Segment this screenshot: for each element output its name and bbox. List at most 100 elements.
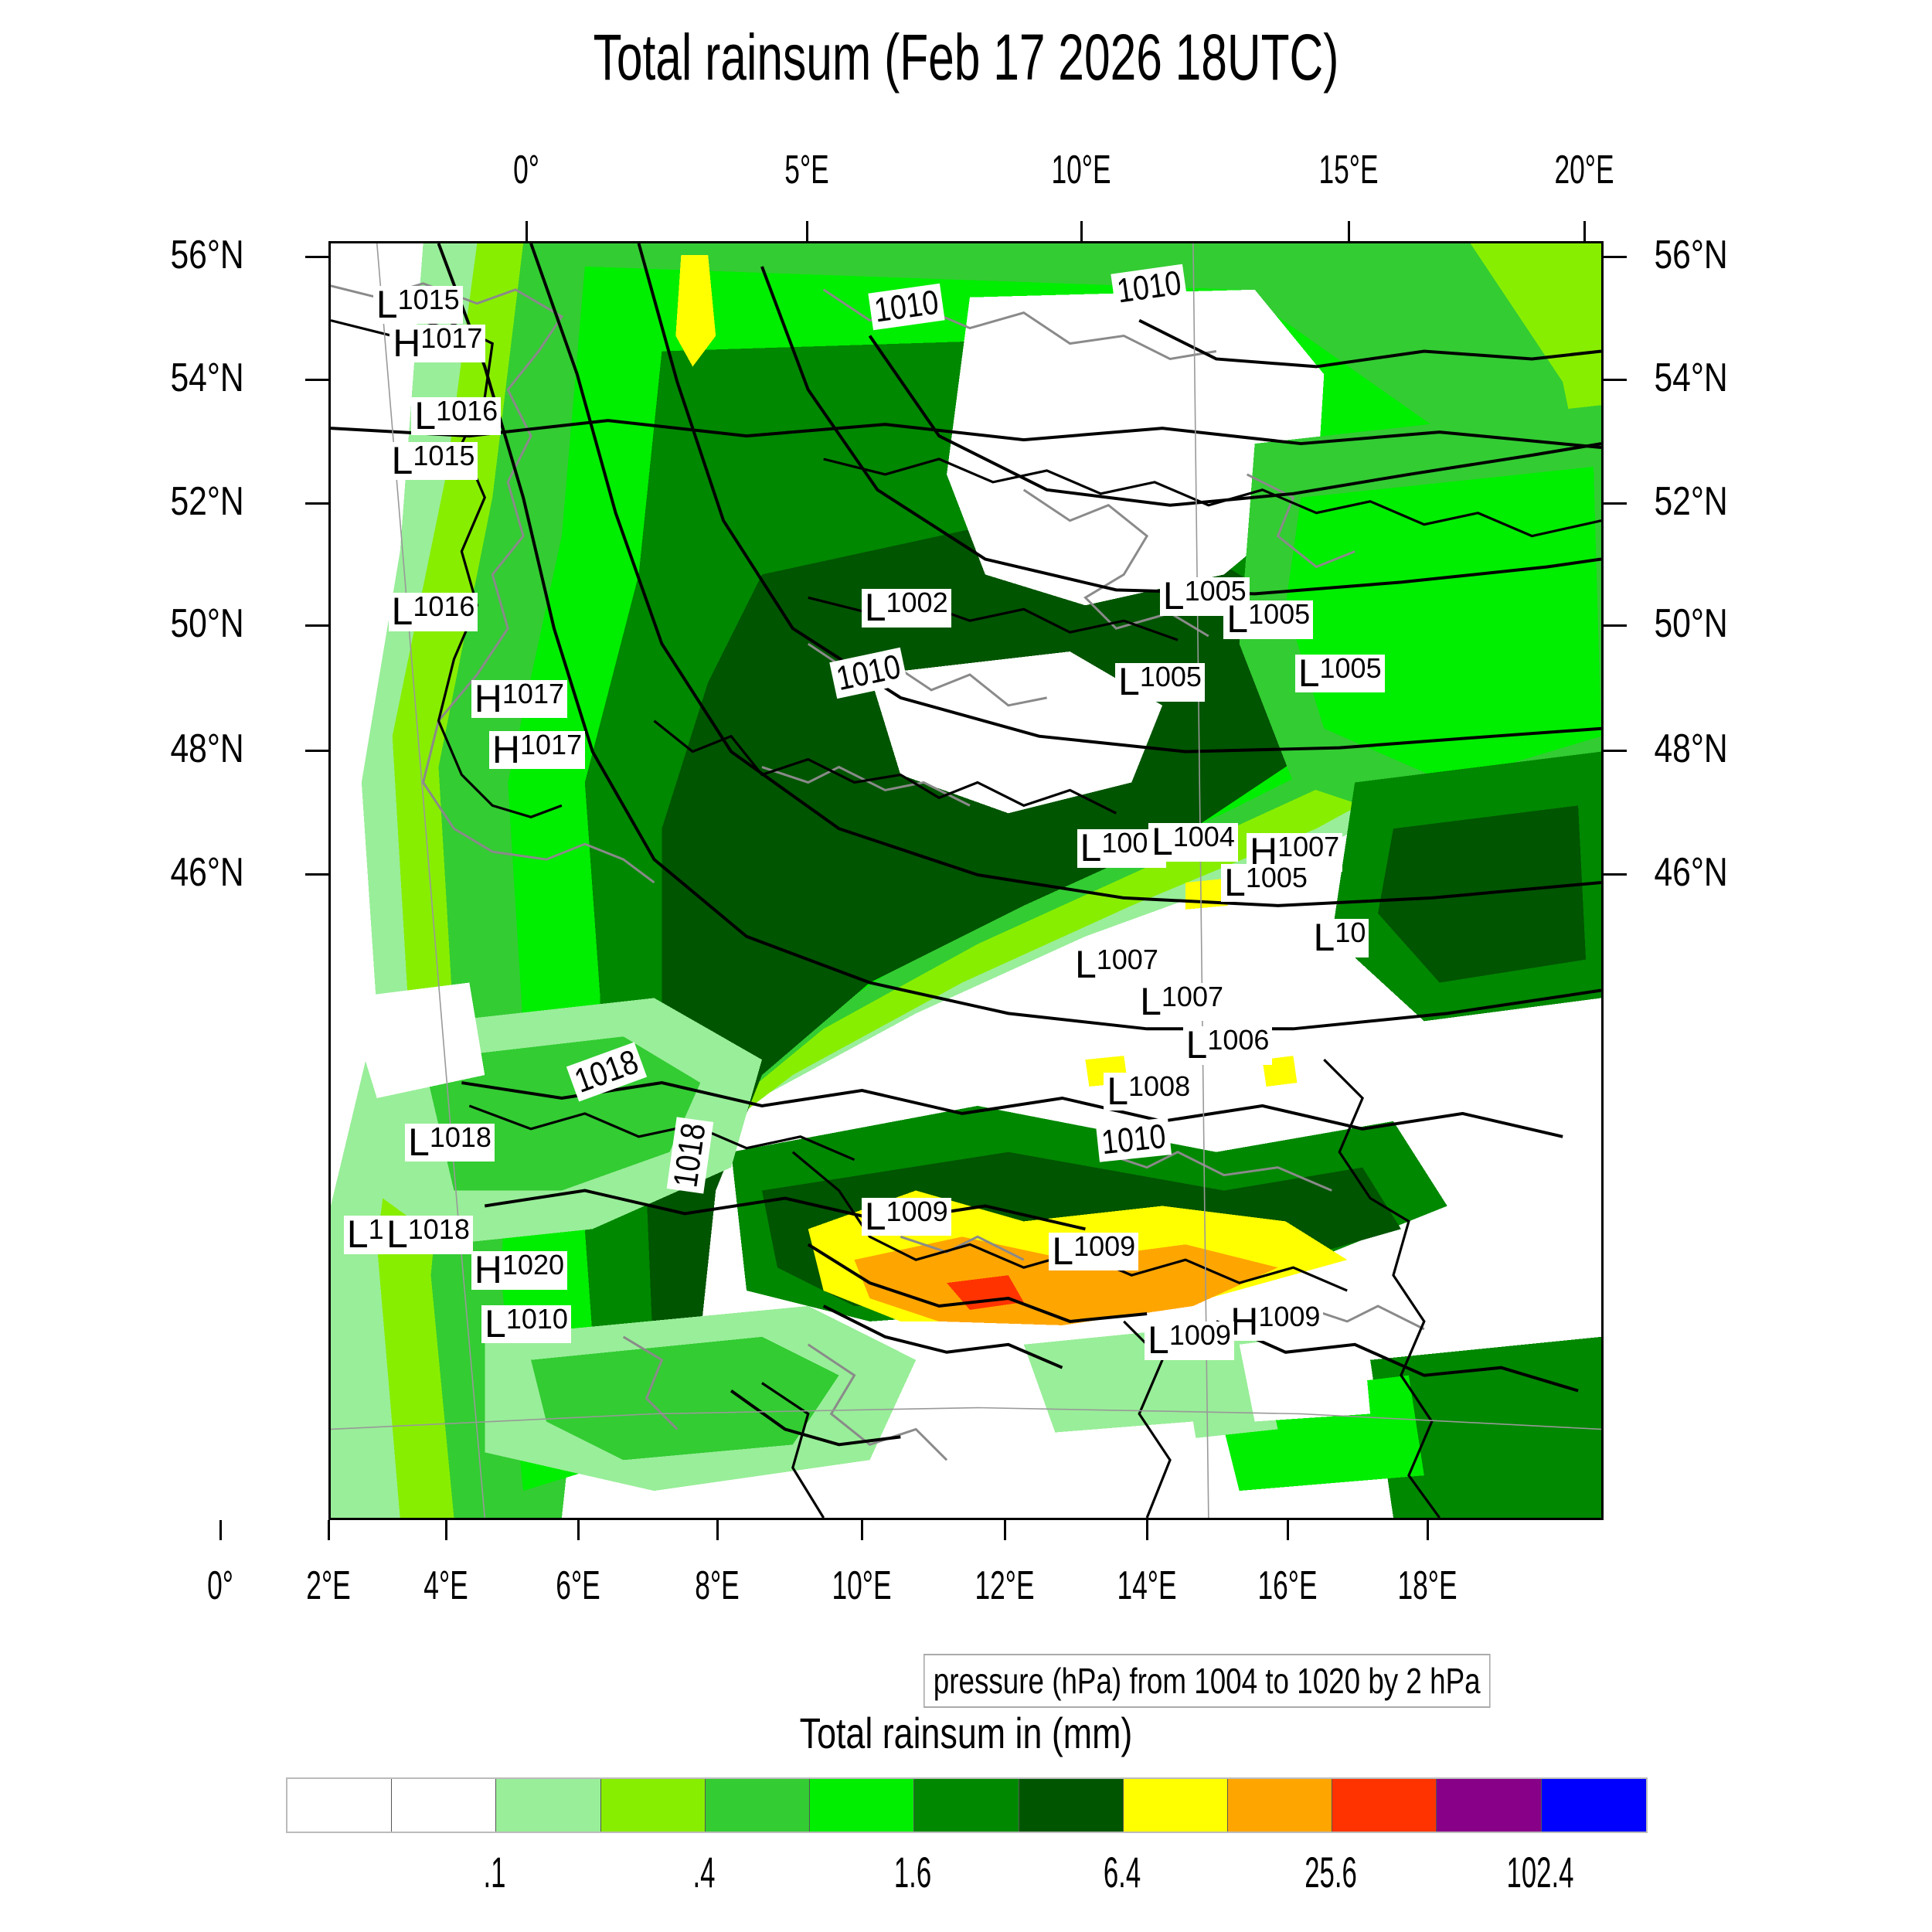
colorbar-cell[interactable]: [1227, 1779, 1333, 1832]
pressure-marker-kind: L: [1151, 820, 1173, 864]
axis-label-top: 20°E: [1554, 148, 1614, 192]
colorbar-tick-label: 1.6: [894, 1848, 932, 1896]
pressure-marker-low: L1015: [372, 285, 463, 325]
colorbar-cell[interactable]: [392, 1779, 497, 1832]
colorbar-cell[interactable]: [810, 1779, 915, 1832]
colorbar-cell[interactable]: [287, 1779, 393, 1832]
pressure-marker-kind: L: [1148, 1318, 1169, 1362]
pressure-marker-kind: H: [474, 676, 502, 720]
colorbar-cell[interactable]: [1541, 1779, 1646, 1832]
axis-tick-left: [305, 378, 328, 381]
colorbar-cell[interactable]: [914, 1779, 1019, 1832]
pressure-marker-low: L10: [1310, 916, 1369, 960]
axis-tick-left: [305, 255, 328, 258]
pressure-marker-value: 1004: [1172, 821, 1235, 853]
axis-label-left: 50°N: [170, 600, 244, 646]
pressure-marker-kind: H: [474, 1248, 502, 1292]
axis-tick-bottom: [444, 1520, 447, 1540]
pressure-marker-value: 1005: [1184, 575, 1247, 607]
pressure-marker-value: 1008: [1128, 1070, 1191, 1102]
pressure-marker-value: 1016: [436, 394, 498, 427]
pressure-marker-low: L1016: [411, 393, 502, 437]
pressure-marker-high: H1017: [471, 676, 567, 720]
axis-tick-right: [1604, 873, 1627, 876]
colorbar-cell[interactable]: [705, 1779, 811, 1832]
pressure-marker-value: 1016: [413, 590, 475, 623]
colorbar-tick-label: 25.6: [1304, 1848, 1358, 1896]
axis-label-right: 50°N: [1654, 600, 1728, 646]
pressure-marker-kind: L: [1185, 1023, 1208, 1067]
axis-label-bottom: 18°E: [1397, 1563, 1458, 1608]
pressure-marker-kind: H: [1230, 1299, 1259, 1343]
pressure-marker-low: L1018: [405, 1120, 495, 1164]
pressure-marker-low: L1009: [861, 1195, 951, 1236]
pressure-marker-value: 1007: [1277, 831, 1340, 863]
axis-label-right: 46°N: [1654, 850, 1728, 896]
pressure-marker-value: 1006: [1207, 1024, 1270, 1056]
pressure-marker-kind: L: [1313, 916, 1335, 960]
pressure-marker-value: 1007: [1161, 980, 1223, 1012]
pressure-marker-kind: L: [485, 1301, 506, 1345]
isobar-label: 1010: [1095, 1117, 1172, 1162]
page-title: Total rainsum (Feb 17 2026 18UTC): [593, 21, 1339, 94]
axis-label-left: 52°N: [170, 479, 244, 525]
colorbar-cell[interactable]: [1123, 1779, 1228, 1832]
axis-tick-right: [1604, 749, 1627, 752]
pressure-marker-value: 1009: [886, 1195, 948, 1227]
axis-label-bottom: 12°E: [974, 1563, 1035, 1608]
axis-tick-top: [1348, 221, 1350, 241]
axis-tick-bottom: [1003, 1520, 1006, 1540]
colorbar-cell[interactable]: [496, 1779, 601, 1832]
pressure-marker-value: 1015: [413, 439, 475, 471]
axis-label-bottom: 2°E: [306, 1563, 351, 1608]
axis-label-right: 48°N: [1654, 726, 1728, 771]
pressure-marker-high: H1017: [389, 321, 486, 363]
pressure-marker-kind: L: [1107, 1069, 1128, 1113]
pressure-marker-value: 1005: [1139, 661, 1202, 693]
pressure-marker-low: L1007: [1137, 979, 1226, 1023]
axis-label-bottom: 10°E: [832, 1563, 892, 1608]
colorbar-tick-label: .1: [483, 1848, 506, 1896]
axis-label-top: 5°E: [784, 148, 829, 192]
axis-tick-top: [525, 221, 528, 241]
axis-tick-right: [1604, 255, 1627, 258]
colorbar[interactable]: [286, 1777, 1648, 1833]
pressure-marker-kind: L: [408, 1120, 430, 1164]
pressure-marker-value: 1009: [1168, 1319, 1231, 1352]
colorbar-cell[interactable]: [1332, 1779, 1437, 1832]
axis-tick-left: [305, 624, 328, 627]
pressure-marker-kind: L: [1298, 651, 1320, 695]
axis-label-bottom: 14°E: [1117, 1563, 1177, 1608]
axis-tick-left: [305, 749, 328, 752]
axis-label-bottom: 4°E: [423, 1563, 468, 1608]
pressure-marker-kind: L: [1226, 597, 1249, 641]
pressure-marker-high: H1009: [1227, 1299, 1324, 1343]
pressure-marker-low: L1005: [1294, 654, 1385, 693]
axis-label-left: 46°N: [170, 850, 244, 896]
axis-label-right: 56°N: [1654, 232, 1728, 277]
pressure-marker-kind: L: [1224, 860, 1246, 904]
pressure-marker-low: L1015: [388, 438, 478, 482]
colorbar-cell[interactable]: [1019, 1779, 1124, 1832]
axis-label-bottom: 8°E: [695, 1563, 740, 1608]
pressure-marker-kind: L: [1140, 979, 1162, 1023]
pressure-marker-kind: L: [391, 438, 413, 482]
pressure-marker-low: L1005: [1221, 860, 1311, 904]
pressure-marker-low: L1006: [1182, 1023, 1273, 1067]
pressure-marker-kind: L: [414, 393, 437, 437]
axis-label-right: 54°N: [1654, 355, 1728, 400]
pressure-marker-value: 1018: [429, 1121, 492, 1153]
axis-label-bottom: 6°E: [556, 1563, 601, 1608]
pressure-marker-value: 1017: [420, 321, 483, 354]
pressure-marker-kind: L: [346, 1213, 369, 1257]
colorbar-tick-label: 102.4: [1506, 1848, 1574, 1896]
axis-tick-left: [305, 873, 328, 876]
colorbar-tick-label: .4: [692, 1848, 716, 1896]
colorbar-cell[interactable]: [600, 1779, 706, 1832]
pressure-marker-kind: L: [1080, 826, 1102, 870]
pressure-marker-value: 1010: [505, 1302, 568, 1335]
pressure-legend: pressure (hPa) from 1004 to 1020 by 2 hP…: [923, 1654, 1491, 1708]
pressure-marker-high: H1020: [471, 1248, 567, 1292]
colorbar-cell[interactable]: [1437, 1779, 1542, 1832]
axis-label-left: 48°N: [170, 726, 244, 771]
